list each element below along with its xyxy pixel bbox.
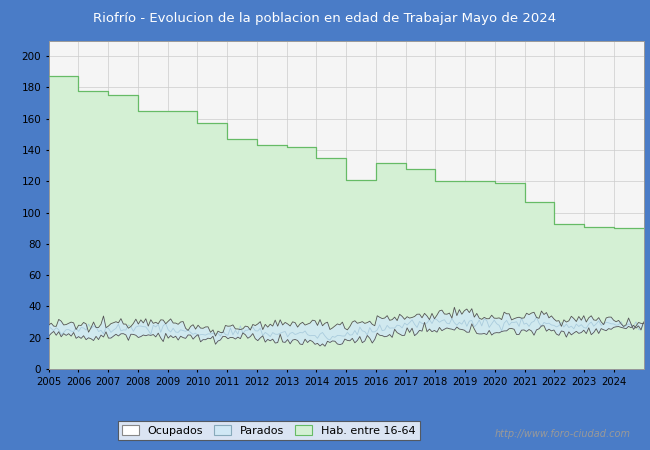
Legend: Ocupados, Parados, Hab. entre 16-64: Ocupados, Parados, Hab. entre 16-64 bbox=[118, 421, 420, 440]
Text: Riofrío - Evolucion de la poblacion en edad de Trabajar Mayo de 2024: Riofrío - Evolucion de la poblacion en e… bbox=[94, 12, 556, 25]
Text: http://www.foro-ciudad.com: http://www.foro-ciudad.com bbox=[495, 429, 630, 439]
